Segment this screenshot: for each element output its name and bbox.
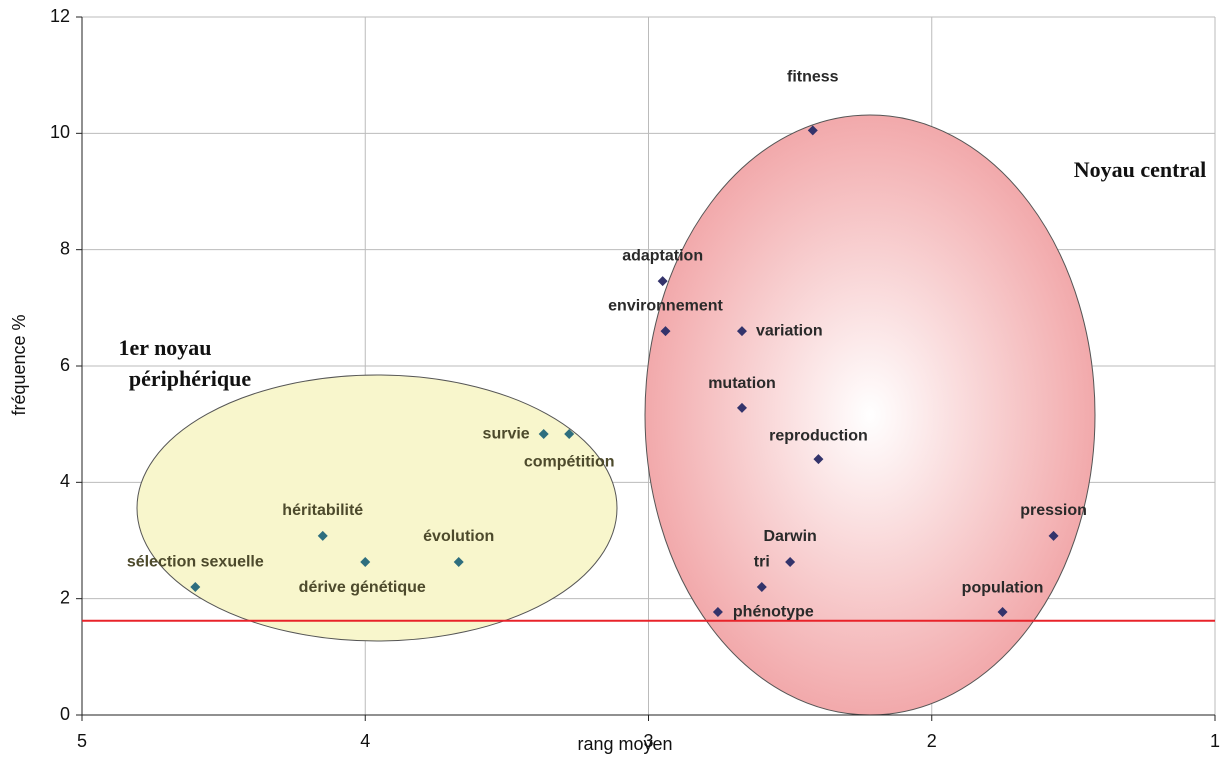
point-label: Darwin — [763, 528, 816, 545]
point-label: phénotype — [733, 603, 814, 620]
point — [736, 326, 747, 337]
central-zone — [644, 114, 1096, 716]
point — [813, 454, 824, 465]
point-label: tri — [754, 553, 770, 570]
point-label: dérive génétique — [299, 579, 426, 596]
point-label: environnement — [608, 297, 723, 314]
peripheral-zone — [136, 374, 618, 642]
y-axis-label: fréquence % — [9, 314, 29, 415]
point-label: héritabilité — [282, 502, 363, 519]
point-label: compétition — [524, 453, 615, 470]
point — [785, 557, 796, 568]
annotation: périphérique — [129, 366, 251, 391]
point — [453, 557, 464, 568]
point — [736, 402, 747, 413]
point — [997, 607, 1008, 618]
annotation: 1er noyau — [118, 335, 211, 360]
x-tick-label: 3 — [643, 731, 653, 751]
point-label: fitness — [787, 69, 839, 86]
y-tick-label: 2 — [60, 587, 70, 607]
point-label: adaptation — [622, 247, 703, 264]
point-label: variation — [756, 322, 823, 339]
point — [564, 429, 575, 440]
point — [660, 326, 671, 337]
point — [712, 607, 723, 618]
y-tick-label: 0 — [60, 704, 70, 724]
point — [657, 276, 668, 287]
point — [190, 582, 201, 593]
point — [360, 557, 371, 568]
point — [1048, 530, 1059, 541]
x-tick-label: 4 — [360, 731, 370, 751]
point-label: reproduction — [769, 427, 868, 444]
x-tick-label: 2 — [927, 731, 937, 751]
y-tick-label: 12 — [50, 6, 70, 26]
x-tick-label: 1 — [1210, 731, 1220, 751]
y-tick-label: 4 — [60, 471, 70, 491]
point-label: survie — [483, 425, 530, 442]
y-tick-label: 6 — [60, 355, 70, 375]
point-label: mutation — [708, 375, 776, 392]
y-tick-label: 8 — [60, 238, 70, 258]
point — [807, 125, 818, 136]
point-label: évolution — [423, 528, 494, 545]
x-axis-label: rang moyen — [577, 734, 672, 754]
y-tick-label: 10 — [50, 122, 70, 142]
annotation: Noyau central — [1074, 157, 1207, 182]
point — [756, 582, 767, 593]
point — [317, 530, 328, 541]
point-label: pression — [1020, 502, 1087, 519]
point — [538, 429, 549, 440]
point-label: population — [962, 579, 1044, 596]
point-label: sélection sexuelle — [127, 553, 264, 570]
x-tick-label: 5 — [77, 731, 87, 751]
